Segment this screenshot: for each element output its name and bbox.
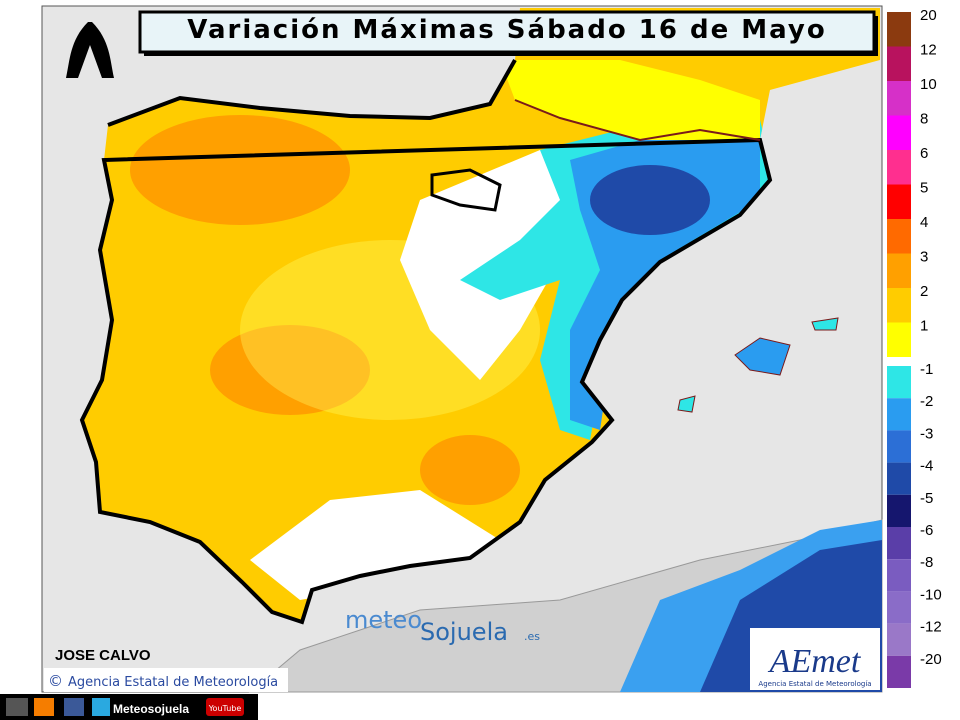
legend-swatch <box>887 494 911 527</box>
legend-swatch <box>887 150 911 185</box>
watermark-domain: .es <box>524 630 540 643</box>
field-3 <box>210 325 370 415</box>
legend-swatch <box>887 12 911 47</box>
legend-swatch <box>887 184 911 219</box>
legend-label: 4 <box>920 214 928 231</box>
watermark-sojuela: Sojuela <box>420 618 508 646</box>
mourning-ribbon <box>66 22 114 78</box>
ibiza <box>677 395 696 413</box>
legend: 20 12 10 8 6 5 4 3 2 1 -1 -2 -3 -4 -5 -6 -8 -10 -12 -20 <box>887 7 942 688</box>
legend-swatch <box>887 219 911 254</box>
field-minus4 <box>590 165 710 235</box>
title: Variación Máximas Sábado 16 de Mayo <box>187 15 826 45</box>
legend-swatch <box>887 527 911 560</box>
legend-swatch <box>887 46 911 81</box>
legend-label: -4 <box>920 458 933 475</box>
legend-swatch <box>887 288 911 323</box>
border <box>514 99 761 142</box>
menorca <box>811 317 839 331</box>
legend-swatch <box>887 623 911 656</box>
legend-swatch <box>887 591 911 624</box>
copyright: © <box>48 672 63 690</box>
legend-swatch <box>887 115 911 150</box>
logo-box <box>750 628 880 690</box>
coastline <box>79 59 773 625</box>
legend-label: 5 <box>920 180 928 197</box>
legend-label: 10 <box>920 76 937 93</box>
mallorca <box>734 337 791 376</box>
legend-swatch <box>887 81 911 116</box>
icon-facebook[interactable] <box>64 698 84 716</box>
legend-swatch <box>887 322 911 357</box>
legend-label: -2 <box>920 393 933 410</box>
legend-label: 6 <box>920 145 928 162</box>
icon-instagram[interactable] <box>6 698 28 716</box>
legend-label: 1 <box>920 318 928 335</box>
field-1 <box>500 60 760 140</box>
legend-swatch <box>887 366 911 399</box>
social-handle[interactable]: Meteosojuela <box>113 702 189 716</box>
watermark-meteo: meteo <box>345 606 422 634</box>
legend-label: -3 <box>920 425 933 442</box>
legend-label: 8 <box>920 111 928 128</box>
youtube-label[interactable]: YouTube <box>208 704 242 713</box>
source-box <box>44 668 288 692</box>
legend-label: 12 <box>920 42 937 59</box>
legend-swatch <box>887 253 911 288</box>
legend-swatch <box>887 462 911 495</box>
field-3 <box>420 435 520 505</box>
legend-label: -20 <box>920 651 942 668</box>
legend-label: 3 <box>920 249 928 266</box>
author: JOSE CALVO <box>55 647 151 664</box>
legend-swatch <box>887 559 911 592</box>
legend-swatch <box>887 430 911 463</box>
field-3 <box>130 115 350 225</box>
icon-youtube[interactable] <box>206 698 244 716</box>
legend-label: -5 <box>920 490 933 507</box>
legend-label: -10 <box>920 586 942 603</box>
logo: AEmet <box>768 643 862 680</box>
legend-label: -8 <box>920 554 933 571</box>
legend-swatch <box>887 398 911 431</box>
legend-label: -12 <box>920 619 942 636</box>
source: Agencia Estatal de Meteorología <box>68 675 278 690</box>
legend-label: -1 <box>920 361 933 378</box>
la-rioja <box>430 168 502 212</box>
legend-label: -6 <box>920 522 933 539</box>
title-box <box>138 10 876 54</box>
legend-label: 20 <box>920 7 937 24</box>
legend-swatch <box>887 655 911 688</box>
icon-blogger[interactable] <box>34 698 54 716</box>
logo-subtitle: Agencia Estatal de Meteorología <box>758 680 871 688</box>
icon-twitter[interactable] <box>92 698 110 716</box>
legend-label: 2 <box>920 283 928 300</box>
